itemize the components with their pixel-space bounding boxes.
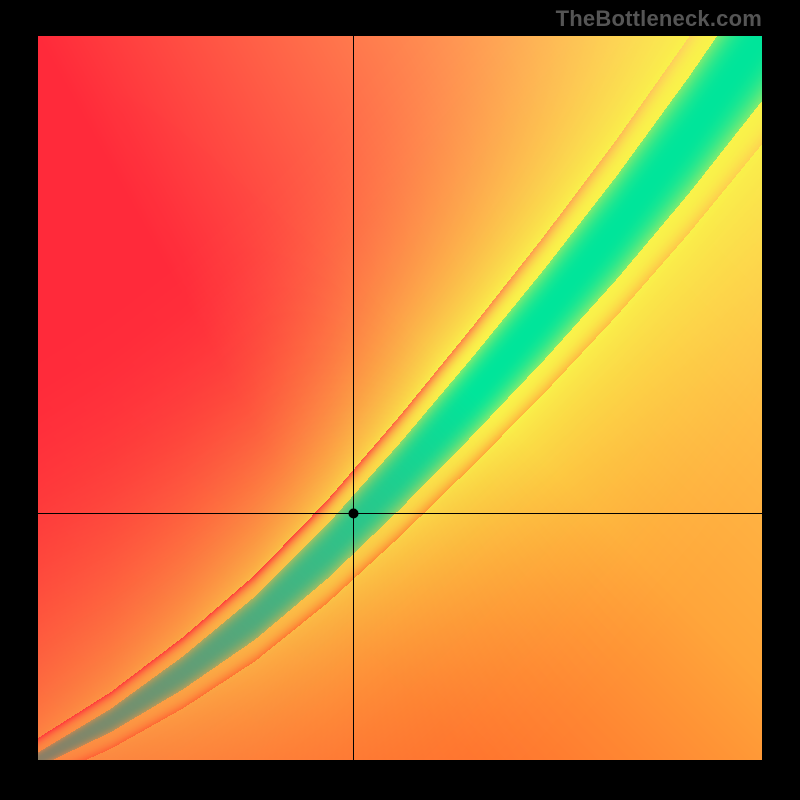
chart-container: TheBottleneck.com xyxy=(0,0,800,800)
heatmap-plot xyxy=(38,36,762,760)
watermark-text: TheBottleneck.com xyxy=(556,6,762,32)
heatmap-canvas xyxy=(38,36,762,760)
